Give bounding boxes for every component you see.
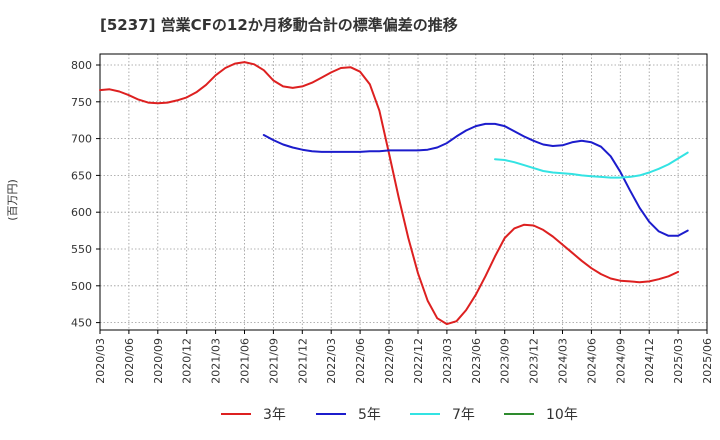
y-tick-label: 700 (71, 133, 92, 146)
x-tick-labels: 2020/03 2020/06 2020/09 2020/12 2021/03 2021/… (94, 330, 714, 384)
x-tick-label: 2023/03 (441, 338, 454, 384)
y-tick-label: 650 (71, 169, 92, 182)
y-tick-label: 600 (71, 206, 92, 219)
x-tick-label: 2022/12 (412, 338, 425, 384)
chart-title: [5237] 営業CFの12か月移動合計の標準偏差の推移 (100, 16, 458, 34)
x-tick-label: 2024/09 (614, 338, 627, 384)
x-tick-label: 2024/06 (585, 338, 598, 384)
grid-lines (99, 54, 708, 330)
x-tick-label: 2020/09 (152, 338, 165, 384)
x-tick-label: 2020/12 (181, 338, 194, 384)
legend-label: 10年 (546, 407, 578, 423)
x-tick-label: 2022/09 (383, 338, 396, 384)
y-tick-label: 500 (71, 280, 92, 293)
x-tick-label: 2023/12 (528, 338, 541, 384)
x-tick-label: 2022/03 (325, 338, 338, 384)
x-tick-label: 2025/06 (701, 338, 714, 384)
x-tick-label: 2020/03 (94, 338, 107, 384)
x-tick-label: 2021/09 (267, 338, 280, 384)
y-tick-label: 800 (71, 59, 92, 72)
series-line-7年 (494, 151, 689, 179)
legend-label: 5年 (358, 407, 381, 423)
y-tick-labels: 450 500 550 600 650 700 750 800 (71, 59, 100, 330)
x-tick-label: 2020/06 (123, 338, 136, 384)
x-tick-label: 2023/06 (470, 338, 483, 384)
x-tick-label: 2022/06 (354, 338, 367, 384)
series-line-5年 (262, 122, 689, 237)
y-tick-label: 750 (71, 96, 92, 109)
x-tick-label: 2021/12 (296, 338, 309, 384)
y-tick-label: 450 (71, 317, 92, 330)
legend-label: 3年 (263, 407, 286, 423)
legend-label: 7年 (452, 407, 475, 423)
legend: 3年 5年 7年 10年 (221, 407, 578, 423)
x-tick-label: 2021/03 (210, 338, 223, 384)
series-line-3年 (99, 61, 680, 326)
y-axis-label: (百万円) (6, 179, 19, 221)
x-tick-label: 2023/09 (499, 338, 512, 384)
series-lines (99, 61, 689, 326)
x-tick-label: 2024/03 (557, 338, 570, 384)
x-tick-label: 2021/06 (239, 338, 252, 384)
x-tick-label: 2025/03 (672, 338, 685, 384)
plot-frame (99, 53, 708, 331)
y-tick-label: 550 (71, 243, 92, 256)
x-tick-label: 2024/12 (643, 338, 656, 384)
